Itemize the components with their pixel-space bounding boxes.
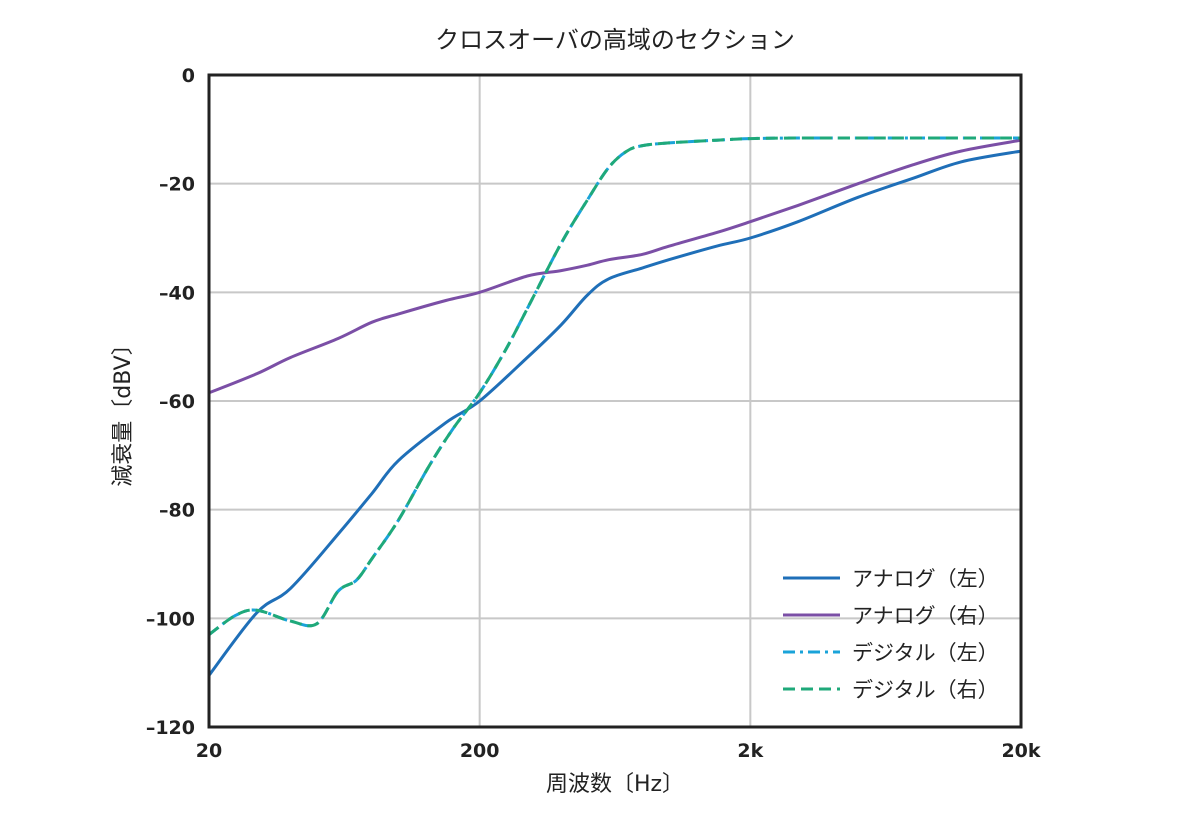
chart-title: クロスオーバの高域のセクション [435,26,795,54]
gridlines [209,75,1021,727]
x-tick-label: 200 [460,740,500,762]
y-tick-labels: 0 –20 –40 –60 –80 –100 –120 [146,65,195,739]
x-tick-label: 2k [737,740,763,762]
x-tick-label: 20k [1001,740,1040,762]
legend: アナログ（左） アナログ（右） デジタル（左） デジタル（右） [783,567,999,702]
y-tick-label: –20 [159,174,195,196]
x-tick-labels: 20 200 2k 20k [196,740,1041,762]
series-layer [207,136,1022,677]
y-tick-label: –80 [159,500,195,522]
plot-frame [207,73,1023,729]
x-tick-label: 20 [196,740,222,762]
y-tick-label: 0 [182,65,195,87]
legend-label-2: アナログ（右） [852,604,999,628]
x-axis-title: 周波数〔Hz〕 [546,772,684,797]
legend-label-1: アナログ（左） [852,567,999,591]
series-line-3 [208,136,1021,636]
series-line-4 [208,136,1021,636]
series-line-2 [208,138,1022,395]
y-tick-label: –120 [146,717,195,739]
y-tick-label: –100 [146,608,195,630]
y-axis-title: 減衰量〔dBV〕 [111,333,136,486]
legend-label-3: デジタル（左） [852,641,999,665]
legend-label-4: デジタル（右） [852,678,999,702]
series-line-1 [207,149,1022,677]
y-tick-label: –40 [159,282,195,304]
y-tick-label: –60 [159,391,195,413]
